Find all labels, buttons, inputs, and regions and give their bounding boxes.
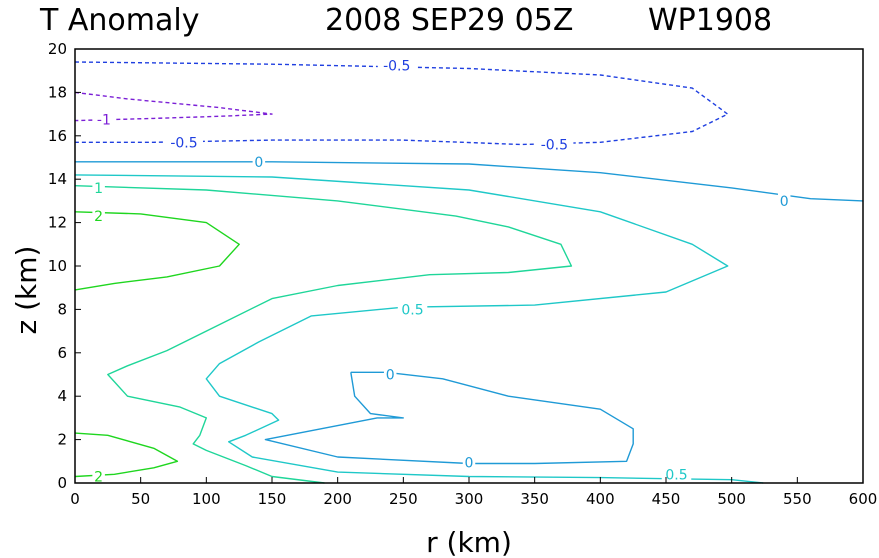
contour-label-mask [93,111,115,127]
contour-label-mask [397,301,428,317]
y-tick-label: 0 [57,474,67,492]
x-tick-label: 100 [192,490,221,508]
contour-label-mask [377,57,416,73]
y-tick-label: 14 [48,170,67,188]
contour-label: 0 [780,194,789,210]
contour-0.5-upper [74,174,764,484]
x-tick-label: 350 [520,490,549,508]
contour-2-upper [74,211,240,291]
contour-label: 0.5 [401,302,423,318]
chart-title: T Anomaly [39,3,199,38]
contour-label-mask [777,192,791,208]
x-tick-label: 150 [258,490,287,508]
x-tick-label: 500 [717,490,746,508]
x-tick-label: 400 [586,490,615,508]
x-axis-label: r (km) [426,526,512,558]
contour-label-mask [252,153,266,169]
contour-label: 2 [94,209,103,225]
y-tick-label: 6 [57,344,67,362]
contour-label: 0 [254,155,263,171]
contour-label-mask [383,366,397,382]
contour-label: -0.5 [383,58,410,74]
chart-date: 2008 SEP29 05Z [325,3,573,38]
x-tick-label: 600 [849,490,878,508]
x-tick-label: 250 [389,490,418,508]
contour-0-upper [75,161,864,202]
y-axis: 0 2 4 6 8 10 12 14 16 18 20 [48,40,81,492]
y-tick-label: 2 [57,431,67,449]
contour-minus-0.5-upper [74,61,729,146]
y-tick-label: 20 [48,40,67,58]
x-tick-label: 550 [783,490,812,508]
contour-label-mask [92,179,105,195]
x-axis: 0 50 100 150 200 250 300 350 400 450 500 550 600 [70,477,877,508]
contour-label-mask [535,136,574,152]
contour-1 [74,185,573,484]
contour-minus-1-upper [74,91,273,122]
contour-label: 0 [386,368,395,384]
contour-label: -1 [97,113,111,129]
x-tick-label: 450 [652,490,681,508]
x-tick-label: 0 [70,490,80,508]
contour-label: 1 [94,181,103,197]
contour-label-mask [661,466,692,482]
x-tick-label: 300 [455,490,484,508]
x-tick-label: 200 [323,490,352,508]
contour-label-mask [462,454,476,470]
contour-0-lower [264,371,634,465]
y-tick-label: 8 [57,300,67,318]
contour-label: -0.5 [541,137,568,153]
contour-layer: -1 -0.5 -0.5 -0.5 0 0 0.5 0.5 1 2 2 0 0 [74,57,864,485]
chart-storm-id: WP1908 [648,3,772,38]
y-tick-label: 16 [48,127,67,145]
contour-label: 2 [94,469,103,485]
contour-2-lower [74,432,179,478]
x-tick-label: 50 [131,490,150,508]
y-tick-label: 4 [57,387,67,405]
y-tick-label: 12 [48,214,67,232]
contour-label: -0.5 [170,135,197,151]
contour-label: 0 [465,455,474,471]
contour-label-mask [165,134,204,150]
y-axis-label: z (km) [10,246,43,335]
contour-label-mask [92,468,105,484]
y-tick-label: 18 [48,83,67,101]
y-tick-label: 10 [48,257,67,275]
contour-label-mask [92,208,105,224]
plot-frame [74,48,864,484]
contour-label: 0.5 [665,467,687,483]
